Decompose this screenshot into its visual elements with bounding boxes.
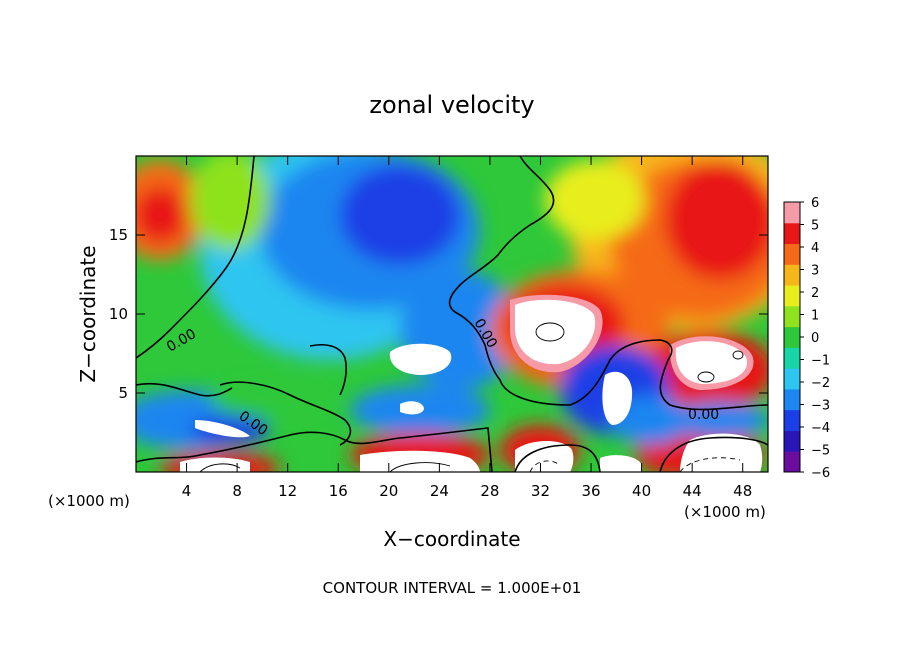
colorbar-swatch <box>784 264 800 286</box>
x-tick-label: 12 <box>278 482 297 500</box>
y-tick-label: 5 <box>118 384 128 402</box>
colorbar-tick-label: −1 <box>811 354 830 369</box>
colorbar-tick-label: 3 <box>811 264 819 279</box>
colorbar-tick-label: −6 <box>811 466 830 481</box>
x-tick-label: 44 <box>683 482 702 500</box>
colorbar-tick-label: 2 <box>811 286 819 301</box>
colorbar-tick-label: 6 <box>811 196 819 211</box>
x-tick-label: 32 <box>531 482 550 500</box>
colorbar-tick-label: −4 <box>811 421 830 436</box>
x-tick-label: 16 <box>329 482 348 500</box>
y-tick-label: 15 <box>109 226 128 244</box>
colorbar-swatch <box>784 222 800 245</box>
x-tick-label: 36 <box>581 482 600 500</box>
colorbar-swatch <box>784 388 800 411</box>
x-tick-label: 20 <box>379 482 398 500</box>
x-axis-unit-right: (×1000 m) <box>684 503 766 521</box>
colorbar-swatch <box>784 430 800 452</box>
colorbar-swatch <box>784 305 800 328</box>
x-tick-label: 24 <box>430 482 449 500</box>
colorbar-swatch <box>784 347 800 369</box>
colorbar-swatch <box>784 368 800 390</box>
y-axis: 5 10 15 <box>109 226 768 402</box>
colorbar-tick-label: 0 <box>811 331 819 346</box>
colorbar-swatch <box>784 326 800 348</box>
x-tick-label: 28 <box>480 482 499 500</box>
colorbar <box>784 202 800 473</box>
colorbar-tick-label: 4 <box>811 241 819 256</box>
y-axis-label: Z−coordinate <box>76 245 100 382</box>
colorbar-swatch <box>784 409 800 431</box>
x-tick-label: 48 <box>733 482 752 500</box>
contour-lines <box>136 156 768 472</box>
chart-title: zonal velocity <box>369 91 534 119</box>
colorbar-swatch <box>784 202 800 224</box>
heatmap-field <box>136 156 768 472</box>
contour-label: 0.00 <box>688 407 719 423</box>
colorbar-tick-label: −3 <box>811 399 830 414</box>
colorbar-tick-label: 1 <box>811 309 819 324</box>
colorbar-tick-label: 5 <box>811 219 819 234</box>
x-axis-label: X−coordinate <box>383 527 520 551</box>
x-axis-unit-left: (×1000 m) <box>48 492 130 510</box>
x-tick-label: 40 <box>632 482 651 500</box>
x-tick-label: 4 <box>182 482 192 500</box>
colorbar-swatch <box>784 285 800 307</box>
colorbar-tick-label: −2 <box>811 376 830 391</box>
x-tick-label: 8 <box>232 482 242 500</box>
x-axis: 4 8 12 16 20 24 28 32 36 40 44 48 <box>182 156 752 500</box>
colorbar-ticks: 6 5 4 3 2 1 0 −1 −2 −3 −4 −5 −6 <box>800 196 830 481</box>
colorbar-swatch <box>784 451 800 473</box>
colorbar-swatch <box>784 243 800 265</box>
contour-interval-note: CONTOUR INTERVAL = 1.000E+01 <box>323 579 582 597</box>
y-tick-label: 10 <box>109 305 128 323</box>
colorbar-tick-label: −5 <box>811 444 830 459</box>
